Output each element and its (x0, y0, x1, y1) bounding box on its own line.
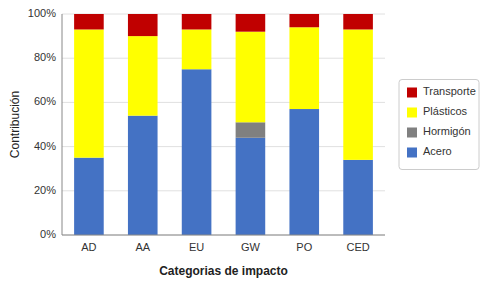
y-axis-title: Contribución (8, 91, 22, 158)
bar-segment (343, 29, 373, 159)
legend-label: Acero (423, 145, 452, 157)
bar-segment (289, 109, 319, 235)
legend-swatch (407, 128, 417, 138)
grid-line (62, 58, 385, 59)
grid-line (62, 14, 385, 15)
x-tick-label: AA (135, 241, 150, 253)
x-tick-label: CED (346, 241, 369, 253)
bar-segment (128, 116, 158, 235)
grid-line (62, 146, 385, 147)
legend-label: Hormigón (423, 125, 471, 137)
bar-segment (74, 29, 104, 157)
bar-segment (182, 29, 212, 69)
bar-segment (289, 27, 319, 109)
y-axis-line (62, 14, 63, 235)
legend-swatch (407, 88, 417, 98)
legend-label: Plásticos (423, 105, 468, 117)
bar-segment (236, 122, 266, 137)
bar-segment (74, 158, 104, 235)
bar-segment (182, 69, 212, 235)
bar-segment (74, 14, 104, 29)
legend-label: Transporte (423, 85, 476, 97)
x-tick-label: AD (81, 241, 96, 253)
y-tick-label: 0% (40, 228, 56, 240)
bar-segment (343, 14, 373, 29)
bar-segment (289, 14, 319, 27)
grid-line (62, 102, 385, 103)
bars (74, 14, 373, 235)
y-tick-label: 60% (34, 95, 56, 107)
bar-segment (236, 32, 266, 123)
y-tick-label: 20% (34, 184, 56, 196)
x-axis-title: Categorias de impacto (159, 264, 288, 278)
y-tick-label: 40% (34, 140, 56, 152)
grid-line (62, 235, 385, 236)
x-tick-label: GW (241, 241, 261, 253)
x-axis-line (62, 235, 385, 236)
legend-swatch (407, 108, 417, 118)
bar-segment (343, 160, 373, 235)
x-tick-label: EU (189, 241, 204, 253)
bar-segment (236, 14, 266, 32)
y-tick-label: 100% (28, 7, 56, 19)
bar-segment (128, 36, 158, 116)
grid-line (62, 190, 385, 191)
legend-frame (399, 80, 479, 170)
legend: Transporte Plásticos Hormigón Acero (399, 80, 479, 170)
bar-segment (236, 138, 266, 235)
x-tick-label: PO (296, 241, 312, 253)
grid (62, 14, 385, 235)
bar-segment (182, 14, 212, 29)
chart: 0% 20% 40% 60% 80% 100% AD AA EU GW PO CED Categoria… (0, 0, 495, 287)
bar-segment (128, 14, 158, 36)
legend-swatch (407, 148, 417, 158)
y-tick-label: 80% (34, 51, 56, 63)
